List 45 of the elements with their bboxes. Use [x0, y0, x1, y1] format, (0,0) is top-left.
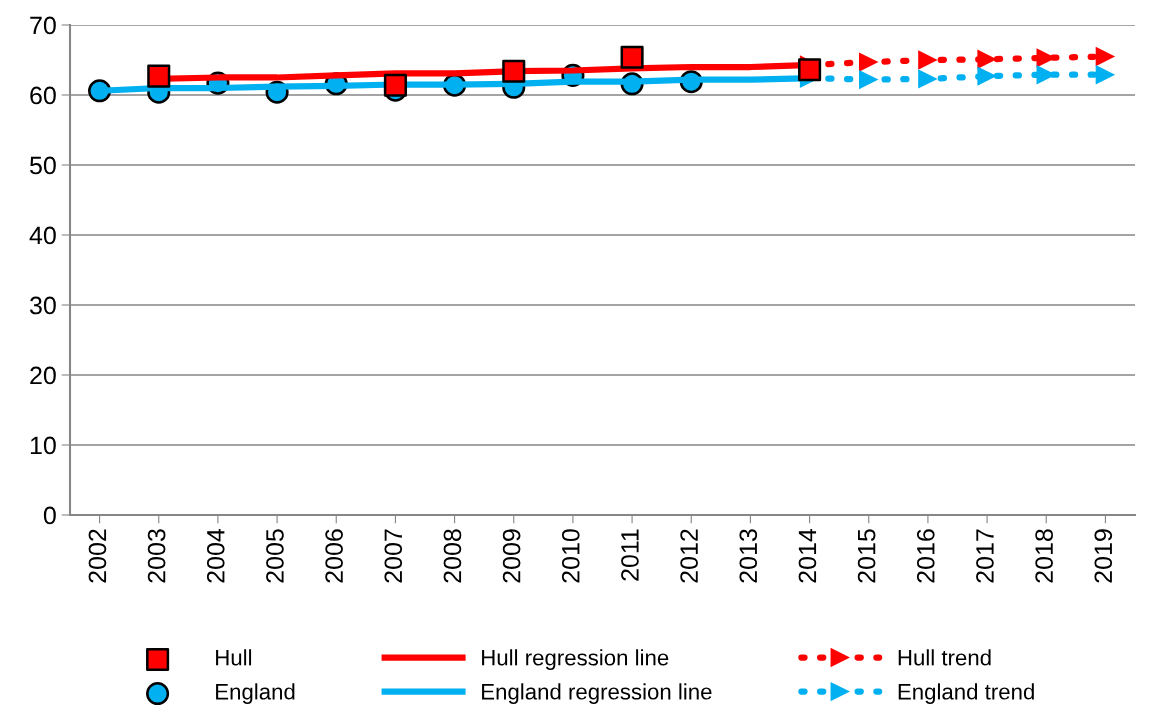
point [1095, 46, 1116, 67]
x-tick-label: 2002 [88, 529, 107, 583]
x-tick-label: 2017 [976, 529, 994, 583]
legend-label: Hull regression line [482, 649, 669, 670]
x-tick-label: 2003 [147, 529, 166, 583]
point [798, 58, 822, 82]
point [918, 69, 938, 89]
y-tick-label: 20 [30, 366, 56, 385]
x-tick-label: 2007 [384, 529, 403, 583]
x-tick-label: 2009 [502, 529, 521, 583]
point [859, 52, 879, 72]
y-tick-label: 50 [30, 156, 56, 175]
x-tick-label: 2008 [443, 529, 462, 583]
y-tick-label: 40 [29, 226, 56, 245]
x-tick-label: 2014 [798, 528, 817, 583]
x-tick-label: 2004 [206, 528, 225, 583]
legend-label: Hull [216, 649, 252, 666]
x-tick-label: 2012 [680, 529, 698, 583]
x-tick-label: 2006 [325, 529, 343, 583]
y-tick-label: 0 [43, 506, 56, 525]
legend-label: Hull trend [898, 649, 991, 666]
x-tick-label: 2005 [266, 529, 284, 583]
x-tick-label: 2019 [1094, 529, 1113, 583]
point [1095, 64, 1116, 85]
x-tick-label: 2016 [916, 529, 935, 583]
y-tick-label: 10 [30, 436, 56, 455]
y-tick-label: 30 [29, 296, 56, 315]
point [977, 49, 997, 70]
x-tick-label: 2018 [1035, 529, 1053, 583]
x-tick-label: 2013 [739, 529, 758, 583]
legend-label: England trend [898, 683, 1034, 704]
point [502, 59, 526, 83]
point [859, 69, 879, 90]
legend-label: England [216, 683, 295, 704]
point [918, 50, 938, 70]
x-tick-label: 2015 [857, 529, 876, 583]
x-tick-label: 2011 [621, 529, 639, 581]
point [620, 45, 644, 69]
y-tick-label: 70 [30, 16, 56, 35]
y-tick-label: 60 [30, 86, 56, 105]
point [383, 73, 407, 97]
point [147, 64, 171, 88]
x-tick-label: 2010 [561, 529, 580, 583]
point [977, 66, 997, 86]
legend-label: England regression line [482, 683, 712, 704]
